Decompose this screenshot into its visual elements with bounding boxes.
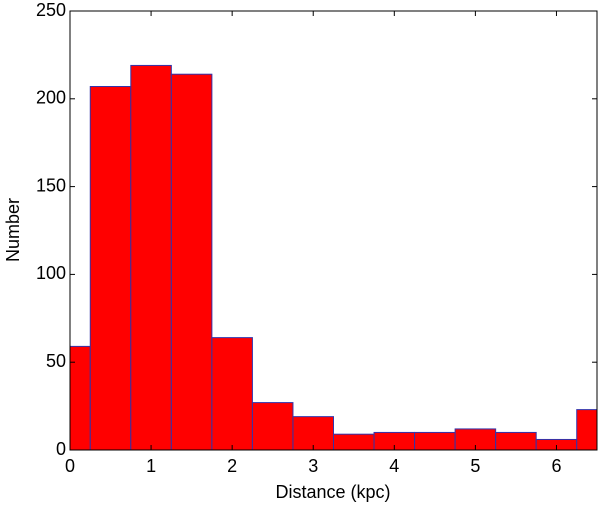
bar bbox=[576, 409, 597, 450]
bar bbox=[211, 337, 253, 450]
x-tick-label: 5 bbox=[470, 456, 480, 476]
y-tick-label: 150 bbox=[36, 175, 66, 195]
x-tick-label: 1 bbox=[146, 456, 156, 476]
x-axis-label: Distance (kpc) bbox=[275, 482, 390, 502]
x-tick-label: 3 bbox=[308, 456, 318, 476]
y-axis-label: Number bbox=[3, 198, 23, 262]
x-tick-label: 0 bbox=[65, 456, 75, 476]
y-tick-label: 0 bbox=[56, 439, 66, 459]
y-tick-label: 50 bbox=[46, 351, 66, 371]
y-tick-label: 200 bbox=[36, 88, 66, 108]
x-tick-label: 6 bbox=[551, 456, 561, 476]
bar bbox=[495, 431, 537, 450]
bars bbox=[70, 64, 597, 450]
axes-box bbox=[69, 10, 598, 451]
bar bbox=[130, 64, 172, 450]
bar bbox=[414, 431, 456, 450]
x-tick-label: 2 bbox=[227, 456, 237, 476]
bar bbox=[333, 433, 375, 450]
bar bbox=[89, 86, 132, 450]
y-tick-label: 250 bbox=[36, 0, 66, 20]
bar bbox=[292, 416, 335, 450]
bar bbox=[251, 402, 294, 450]
bar bbox=[170, 73, 213, 450]
x-tick-label: 4 bbox=[389, 456, 399, 476]
y-tick-label: 100 bbox=[36, 263, 66, 283]
